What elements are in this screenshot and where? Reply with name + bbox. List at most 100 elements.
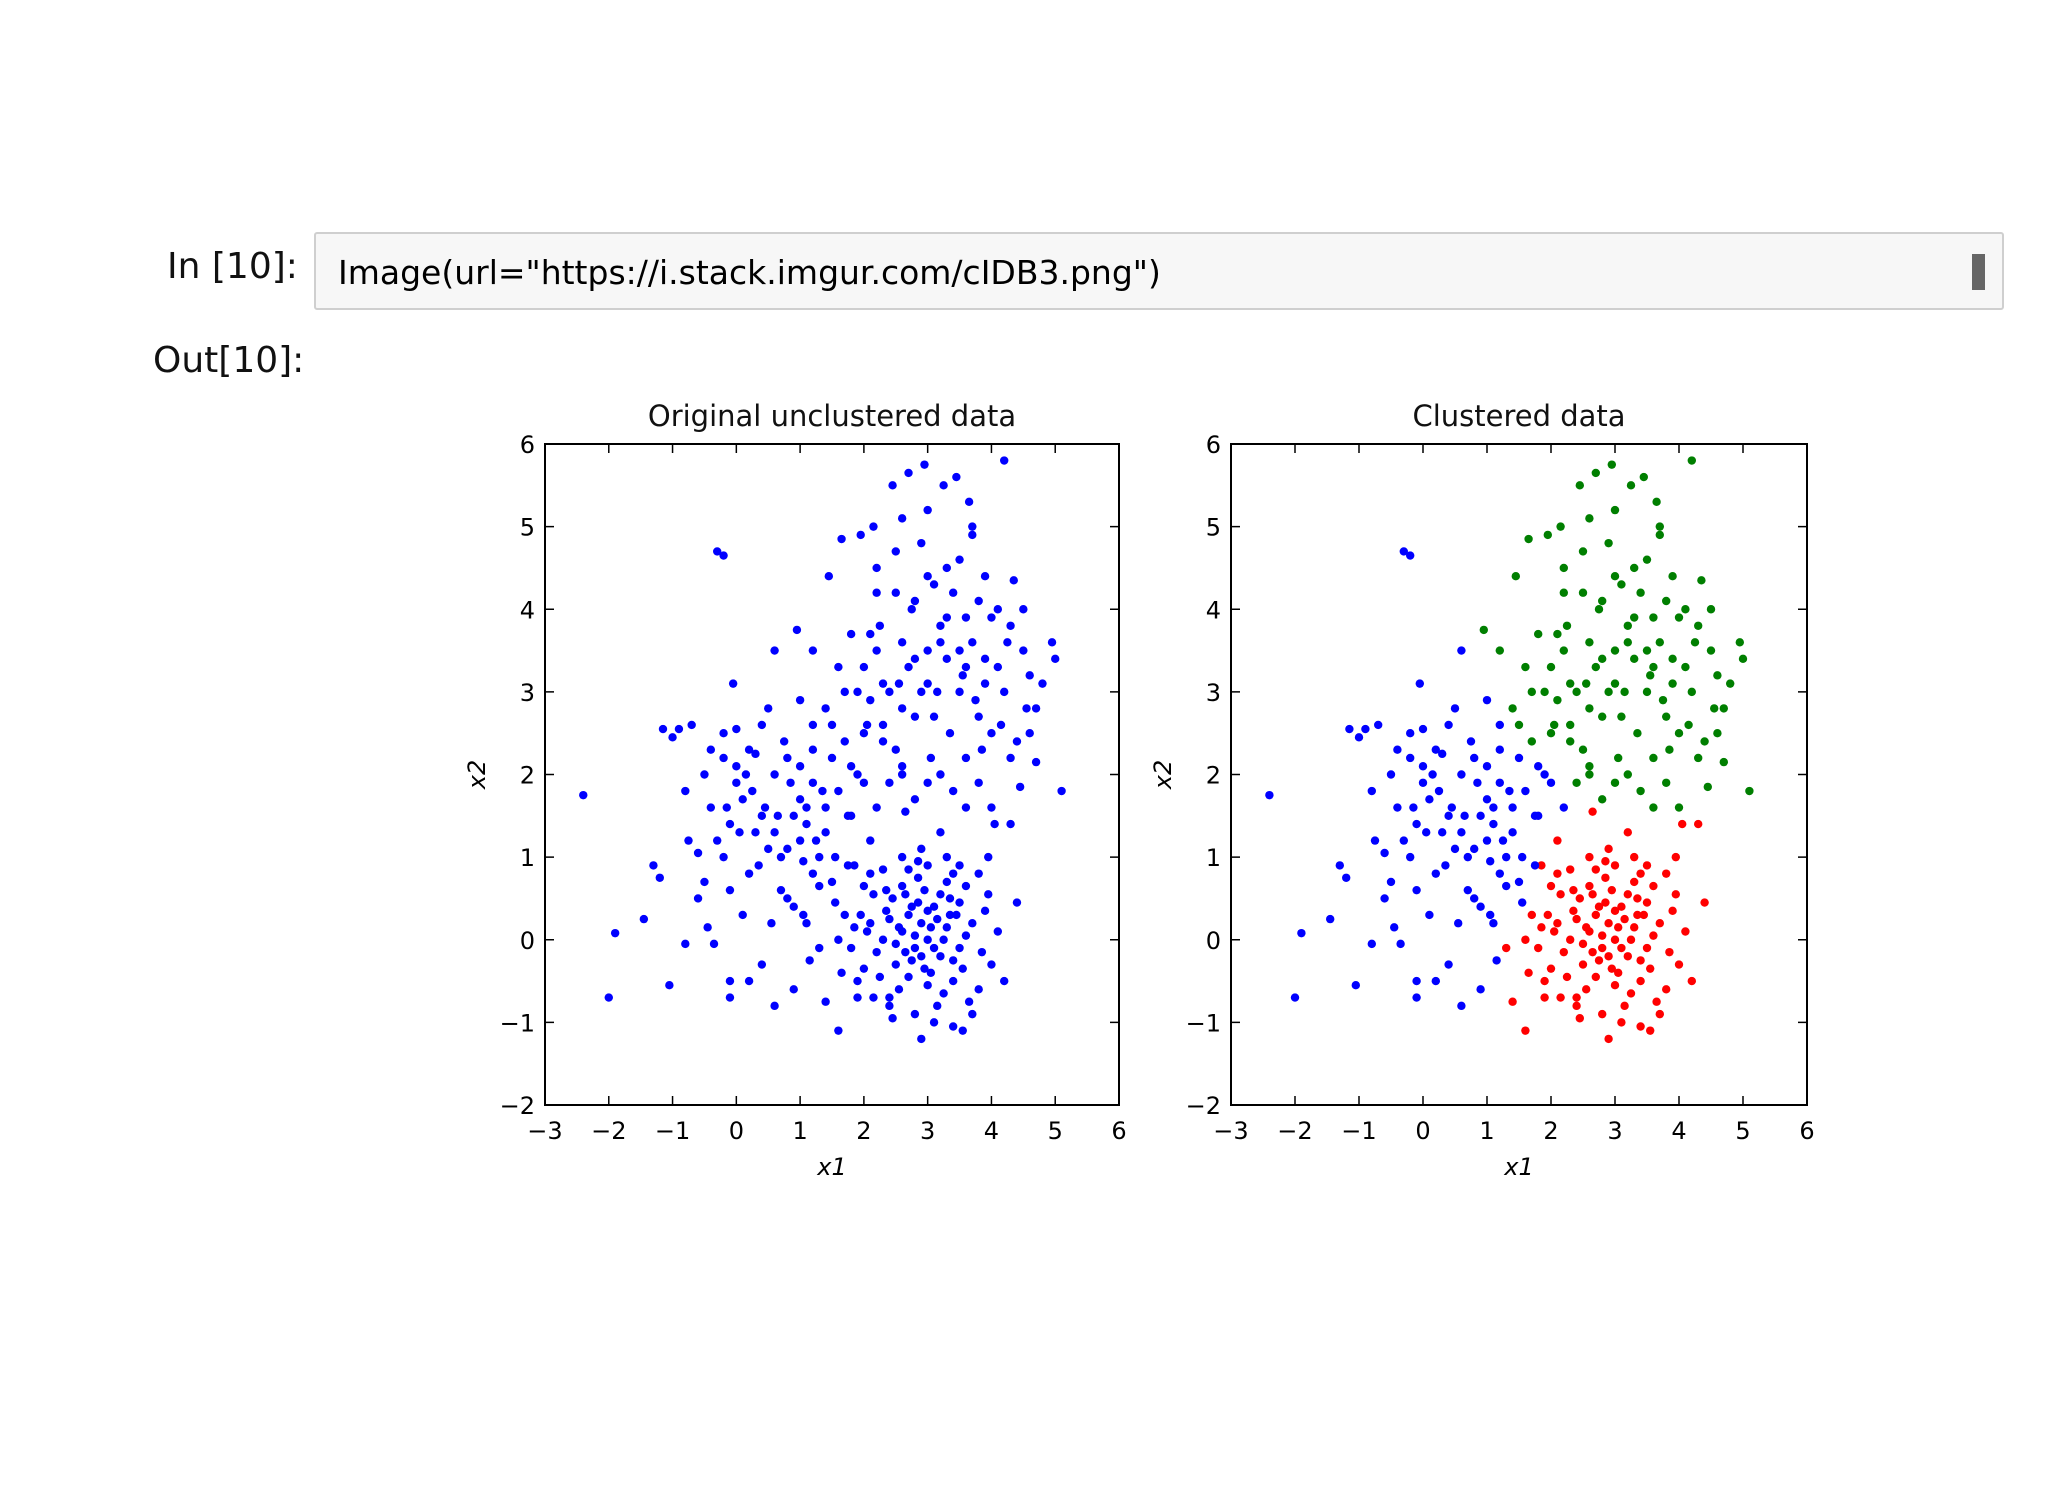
- data-point: [926, 968, 936, 977]
- data-point: [1457, 828, 1466, 837]
- data-point: [920, 460, 929, 469]
- y-tick-label: 3: [520, 679, 535, 707]
- data-point: [1687, 976, 1697, 986]
- data-point: [980, 654, 990, 664]
- code-cell[interactable]: Image(url="https://i.stack.imgur.com/cID…: [314, 232, 2004, 310]
- data-point: [821, 803, 830, 812]
- data-point: [866, 869, 875, 878]
- data-point: [1463, 885, 1473, 895]
- data-point: [917, 919, 926, 928]
- data-point: [945, 728, 955, 738]
- data-point: [658, 724, 668, 734]
- data-point: [1540, 993, 1549, 1002]
- data-point: [1553, 836, 1562, 845]
- data-point: [926, 753, 936, 763]
- data-point: [929, 1018, 939, 1027]
- data-point: [1546, 964, 1556, 973]
- data-point: [1674, 803, 1684, 812]
- data-point: [1614, 753, 1623, 763]
- data-point: [1556, 890, 1565, 899]
- data-point: [1418, 724, 1428, 734]
- data-point: [1390, 923, 1399, 932]
- data-point: [818, 786, 827, 796]
- data-point: [910, 795, 920, 804]
- data-point: [795, 695, 805, 705]
- data-point: [792, 625, 802, 635]
- data-point: [1521, 935, 1530, 944]
- data-point: [894, 923, 904, 932]
- data-point: [802, 919, 811, 928]
- data-point: [1031, 757, 1041, 767]
- data-point: [1412, 976, 1421, 986]
- data-point: [1550, 927, 1559, 936]
- x-tick-label: 3: [1607, 1117, 1622, 1145]
- data-point: [888, 481, 897, 490]
- data-point: [1265, 790, 1274, 800]
- data-point: [1726, 679, 1735, 688]
- data-point: [1351, 980, 1361, 990]
- data-point: [1681, 605, 1690, 614]
- data-point: [767, 919, 776, 928]
- data-point: [1556, 993, 1565, 1002]
- data-point: [1630, 563, 1639, 573]
- data-point: [725, 976, 735, 986]
- data-point: [1527, 737, 1537, 746]
- data-point: [1457, 770, 1466, 779]
- data-point: [968, 530, 977, 540]
- data-point: [948, 588, 958, 597]
- data-point: [1706, 646, 1716, 655]
- data-point: [961, 662, 971, 672]
- data-point: [703, 923, 712, 932]
- data-point: [1546, 778, 1556, 787]
- data-point: [1514, 720, 1524, 730]
- y-tick-label: 5: [520, 514, 535, 542]
- data-point: [1636, 956, 1645, 965]
- data-point: [1511, 572, 1521, 581]
- y-tick-label: 3: [1206, 679, 1221, 707]
- data-point: [700, 770, 709, 779]
- data-point: [1495, 869, 1505, 878]
- data-point: [923, 861, 932, 870]
- code-text[interactable]: Image(url="https://i.stack.imgur.com/cID…: [338, 253, 1161, 292]
- data-point: [875, 621, 885, 630]
- data-point: [904, 910, 913, 920]
- data-point: [1569, 885, 1578, 895]
- data-point: [1553, 869, 1562, 878]
- data-point: [1594, 605, 1604, 614]
- data-point: [1553, 919, 1562, 928]
- data-point: [770, 1001, 779, 1011]
- data-point: [1399, 547, 1409, 556]
- data-point: [872, 646, 881, 655]
- data-point: [1022, 704, 1031, 713]
- data-point: [764, 844, 773, 854]
- data-point: [1550, 720, 1559, 730]
- data-point: [948, 786, 958, 796]
- data-point: [1598, 943, 1607, 953]
- data-point: [808, 778, 818, 787]
- data-point: [936, 638, 945, 647]
- data-point: [856, 910, 865, 920]
- x-tick-label: 4: [1671, 1117, 1686, 1145]
- data-point: [846, 762, 856, 771]
- data-point: [610, 928, 620, 938]
- data-point: [1556, 522, 1565, 531]
- y-tick-label: −2: [1186, 1092, 1221, 1120]
- data-point: [859, 728, 869, 738]
- data-point: [1662, 778, 1671, 787]
- data-point: [1438, 828, 1447, 837]
- data-point: [1591, 662, 1601, 672]
- data-point: [1578, 960, 1588, 969]
- data-point: [1591, 468, 1601, 478]
- data-point: [1578, 745, 1588, 754]
- data-point: [1534, 811, 1543, 821]
- data-point: [869, 993, 878, 1002]
- data-point: [1745, 786, 1754, 796]
- y-tick-label: 0: [1206, 927, 1221, 955]
- data-point: [789, 811, 798, 821]
- data-point: [885, 687, 894, 697]
- data-point: [923, 778, 932, 787]
- data-point: [929, 902, 939, 911]
- data-point: [958, 1026, 967, 1035]
- data-point: [1489, 919, 1498, 928]
